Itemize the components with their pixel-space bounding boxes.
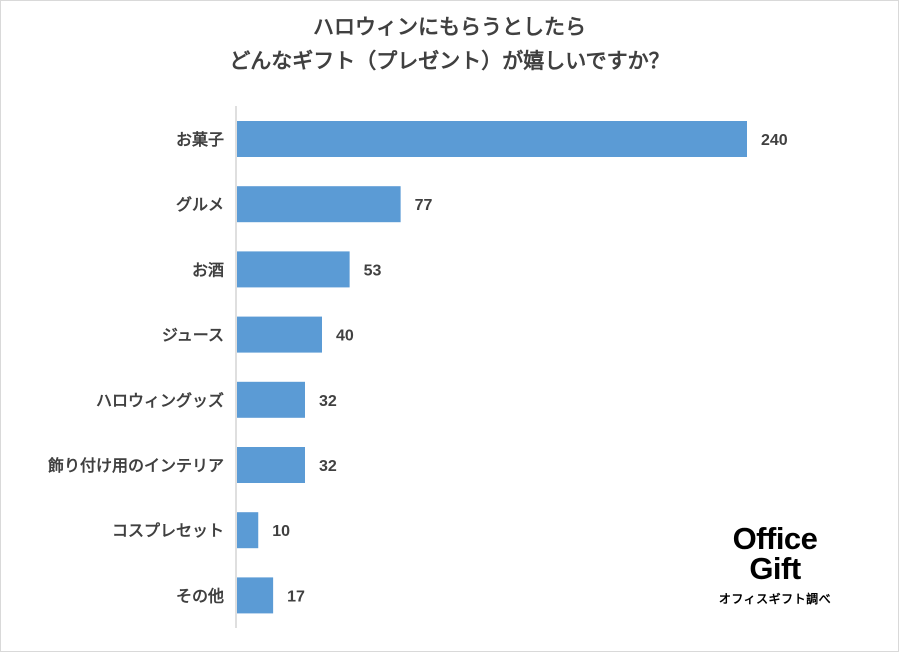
logo-caption: オフィスギフト調べ bbox=[718, 592, 832, 606]
office-gift-logo: Office Gift オフィスギフト調べ bbox=[700, 521, 850, 607]
bar-7 bbox=[237, 577, 274, 614]
category-label-7: その他 bbox=[176, 586, 224, 605]
category-label-0: お菓子 bbox=[176, 130, 224, 149]
bar-4 bbox=[237, 381, 305, 418]
category-label-5: 飾り付け用のインテリア bbox=[48, 456, 224, 475]
bar-0 bbox=[237, 121, 747, 157]
chart-title-line2: どんなギフト（プレゼント）が嬉しいですか？ bbox=[229, 49, 670, 73]
bar-6 bbox=[237, 512, 259, 549]
category-label-4: ハロウィングッズ bbox=[96, 391, 224, 410]
data-label-0: 240 bbox=[761, 132, 788, 149]
data-label-6: 10 bbox=[272, 523, 290, 540]
logo-line2: Gift bbox=[749, 551, 801, 586]
data-label-7: 17 bbox=[287, 588, 305, 605]
data-label-3: 40 bbox=[336, 328, 354, 345]
bar-3 bbox=[237, 316, 322, 353]
bar-1 bbox=[237, 186, 401, 223]
logo-line1: Office bbox=[732, 521, 818, 556]
data-label-5: 32 bbox=[319, 458, 337, 475]
data-label-4: 32 bbox=[319, 393, 337, 410]
category-label-3: ジュース bbox=[162, 326, 224, 345]
data-label-1: 77 bbox=[415, 197, 433, 214]
category-label-1: グルメ bbox=[176, 195, 224, 214]
bar-5 bbox=[237, 447, 305, 483]
chart-title-line1: ハロウィンにもらうとしたら bbox=[313, 15, 586, 39]
chart-title: ハロウィンにもらうとしたら どんなギフト（プレゼント）が嬉しいですか？ bbox=[0, 10, 899, 78]
category-label-2: お酒 bbox=[192, 260, 224, 279]
bar-2 bbox=[237, 251, 350, 288]
data-label-2: 53 bbox=[364, 262, 382, 279]
category-label-6: コスプレセット bbox=[112, 521, 224, 540]
